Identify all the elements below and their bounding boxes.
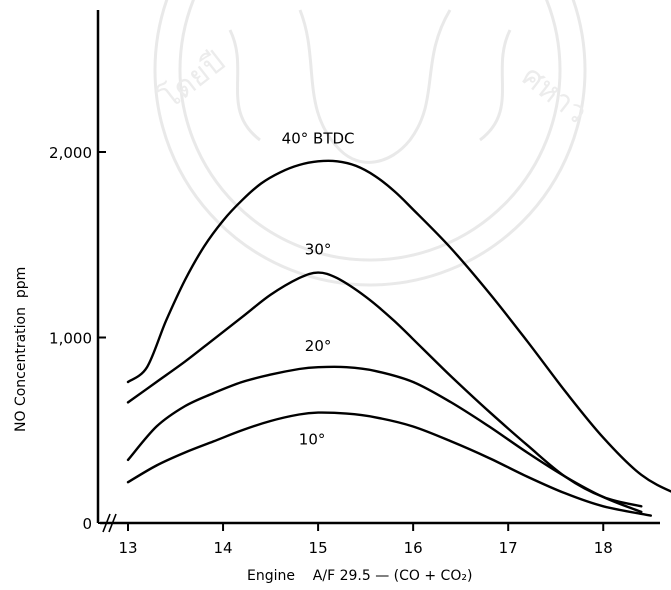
y-tick-label: 1,000: [49, 330, 92, 348]
x-axis-ticks: 1314151617181920: [118, 523, 613, 557]
axis-break-mark: [102, 513, 117, 533]
series-label-30: 30°: [305, 241, 332, 259]
x-tick-label: 18: [594, 539, 613, 557]
x-tick-label: 15: [309, 539, 328, 557]
x-tick-label: 16: [404, 539, 423, 557]
svg-text:โดยปี: โดยปี: [153, 43, 232, 116]
series-label-40-btdc: 40° BTDC: [282, 129, 355, 147]
y-axis-ticks: 0 1,000 2,000: [49, 144, 106, 533]
x-axis-title: Engine A/F 29.5 — (CO + CO₂): [247, 568, 472, 584]
series-layer: [126, 159, 671, 517]
series-line-40-btdc: [126, 159, 671, 493]
series-label-20: 20°: [305, 337, 332, 355]
x-tick-label: 17: [499, 539, 518, 557]
y-axis-title: NO Concentration ppm: [13, 267, 29, 432]
x-tick-label: 14: [214, 539, 233, 557]
series-line-30: [126, 271, 643, 508]
series-line-20: [126, 365, 643, 514]
series-label-10: 10°: [299, 431, 326, 449]
series-line-10: [126, 411, 652, 517]
series-labels: 40° BTDC 30° 20° 10°: [282, 129, 355, 448]
x-tick-label: 13: [118, 539, 137, 557]
y-tick-label: 0: [82, 515, 92, 533]
y-tick-label: 2,000: [49, 144, 92, 162]
watermark-emblem: โดยปี ศหาว: [153, 0, 594, 287]
